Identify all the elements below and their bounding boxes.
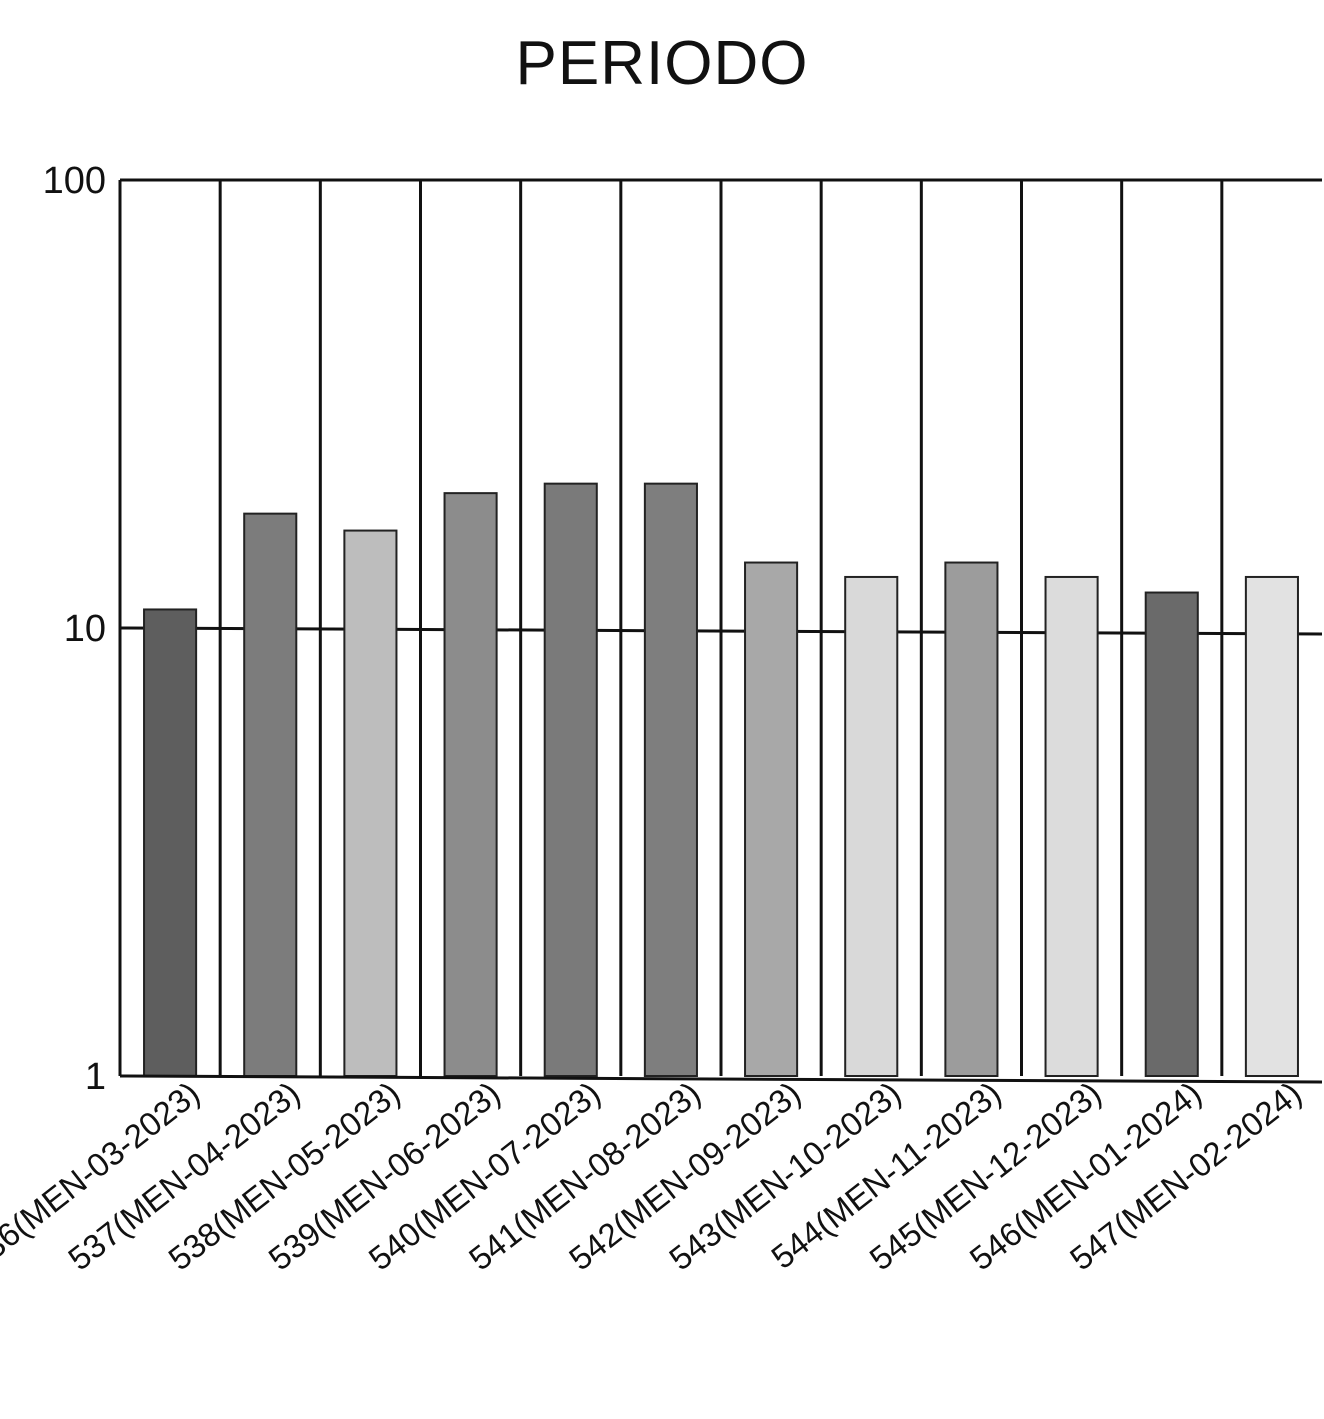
reference-line-10 xyxy=(119,626,1323,636)
bar xyxy=(443,492,498,1077)
bar xyxy=(243,512,298,1077)
bar xyxy=(1144,591,1199,1077)
bar xyxy=(343,529,398,1077)
chart-title: PERIODO xyxy=(515,29,809,98)
y-tick-label: 100 xyxy=(43,160,106,202)
bar xyxy=(643,482,698,1077)
bar xyxy=(1244,575,1299,1077)
y-tick-label: 10 xyxy=(64,608,106,650)
x-axis-line xyxy=(119,1074,1323,1084)
bar xyxy=(1044,575,1099,1077)
y-tick-label: 1 xyxy=(85,1056,106,1098)
bar xyxy=(744,561,799,1077)
bar xyxy=(543,482,598,1077)
bar xyxy=(844,575,899,1077)
bar xyxy=(944,561,999,1077)
bar xyxy=(143,608,198,1077)
